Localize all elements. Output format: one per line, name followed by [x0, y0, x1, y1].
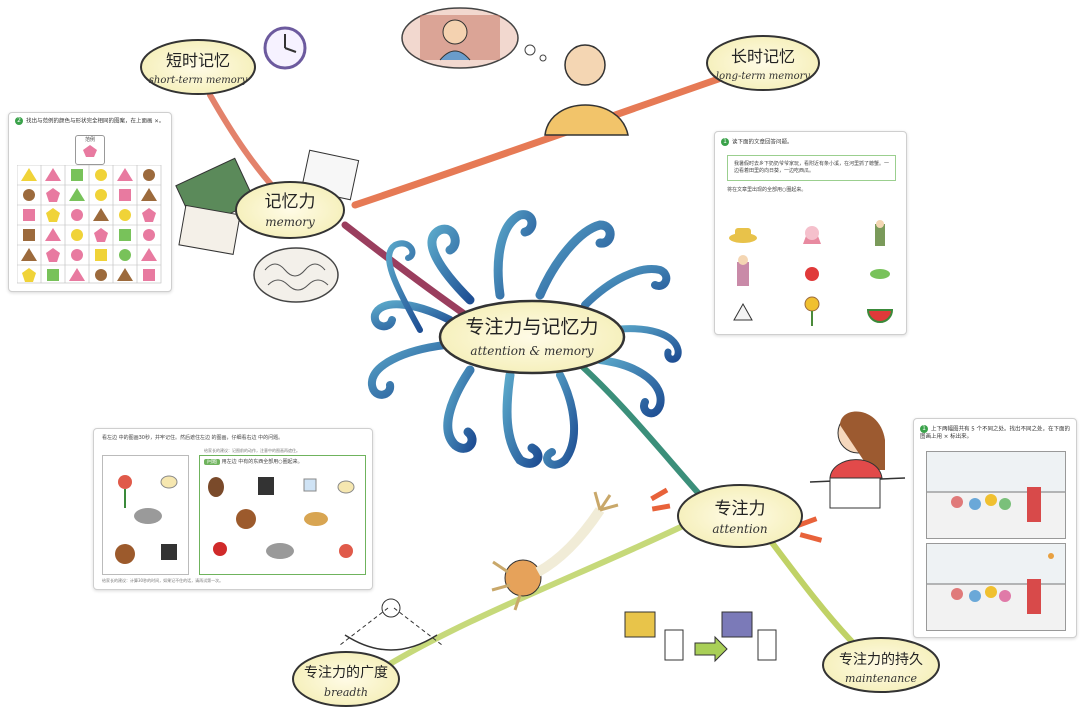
girl-writing-illustration [809, 411, 906, 509]
branch-attention [572, 357, 703, 498]
node-long-term[interactable]: 长时记忆 long-term memory [706, 35, 820, 91]
sunflower-icon [804, 296, 820, 312]
memory-note-bottom: 给家长的建议：计算30秒的时间，如果记不住的话，请再试第一次。 [102, 578, 224, 583]
watermelon-icon [866, 309, 894, 323]
eggs-icon [337, 480, 355, 494]
node-attention-zh: 专注力 [715, 499, 766, 519]
node-attention-en: attention [712, 522, 767, 536]
node-attention[interactable]: 专注力 attention [677, 484, 803, 548]
node-center-en: attention & memory [470, 344, 593, 358]
clock-icon [263, 26, 307, 70]
card-difference-worksheet: 1 上下两幅图共有 5 个不同之处。找出不同之处，在下面的图画上用 × 标出来。 [913, 418, 1077, 638]
memory-instruction: 看左边 中的图画30秒，并牢记住。然后遮住左边 的图画，仔细看右边 中的问题。 [102, 435, 284, 441]
example-label: 范例 [84, 137, 95, 143]
branch-breadth [377, 522, 688, 673]
egg-icon [160, 475, 178, 489]
elderly-man-illustration [544, 44, 629, 136]
node-breadth-en: breadth [324, 686, 368, 699]
ice-icon [303, 478, 317, 492]
card-shapes-instruction: 找出与范例的颜色与形状完全相同的图案，在上面画 ×。 [26, 118, 165, 125]
pentagon-icon [83, 145, 97, 157]
memory-left-panel [102, 455, 189, 575]
piano-icon [161, 544, 177, 560]
reading-passage: 我暑假时去乡下奶奶爷爷家玩，看附近有条小溪，在河里抓了螃蟹。一边看着田里的向日葵… [727, 154, 896, 181]
card-memory-worksheet: 看左边 中的图画30秒，并牢记住。然后遮住左边 的图画，仔细看右边 中的问题。 … [93, 428, 373, 590]
node-short-term-en: short-term memory [149, 75, 248, 86]
card-diff-number: 1 [920, 425, 928, 433]
frog-icon [870, 269, 890, 279]
old-man-icon [875, 224, 885, 246]
node-breadth-zh: 专注力的广度 [304, 665, 388, 681]
memory-note-top: 给家长的建议：记图前的动作，注意中的图画再遮住。 [204, 448, 300, 453]
card-shapes-worksheet: 2 找出与范例的颜色与形状完全相同的图案，在上面画 ×。 范例 [8, 112, 172, 292]
branch-memory-center [341, 221, 474, 322]
attention-rays [650, 487, 823, 543]
node-maintenance-zh: 专注力的持久 [839, 652, 923, 668]
node-short-term[interactable]: 短时记忆 short-term memory [140, 39, 256, 95]
node-long-term-zh: 长时记忆 [731, 47, 795, 66]
node-center-zh: 专注力与记忆力 [465, 316, 598, 338]
difference-scene-top [927, 487, 1065, 538]
memory-right-pictures [208, 477, 355, 559]
branch-maintenance [767, 537, 863, 653]
difference-scene-bottom [927, 553, 1065, 630]
face-icon [339, 598, 443, 651]
node-short-term-zh: 短时记忆 [166, 51, 230, 70]
memory-right-panel: 问题 用左边 中有的东西全部用○圈起来。 [199, 455, 366, 575]
swirl-decoration [368, 210, 682, 469]
pinecone-icon [208, 477, 224, 497]
card-shapes-number: 2 [15, 117, 23, 125]
node-memory-en: memory [265, 215, 315, 229]
node-center[interactable]: 专注力与记忆力 attention & memory [438, 299, 626, 375]
bear-icon [134, 508, 162, 524]
flower-icon-right [339, 544, 353, 558]
bear-icon-right [266, 543, 294, 559]
glove-icon-right [236, 509, 256, 529]
shape-grid [17, 165, 162, 284]
node-maintenance-en: maintenance [845, 672, 917, 685]
example-box: 范例 [75, 135, 105, 165]
difference-picture-bottom [926, 543, 1066, 631]
reading-picture-grid [729, 220, 894, 326]
card-reading-worksheet: 1 读下面的文章回答问题。 我暑假时去乡下奶奶爷爷家玩，看附近有条小溪，在河里抓了… [714, 131, 907, 335]
node-long-term-en: long-term memory [716, 71, 811, 82]
difference-picture-top [926, 451, 1066, 539]
branches [207, 71, 863, 673]
flower-icon [118, 475, 132, 489]
memory-question-row: 问题 用左边 中有的东西全部用○圈起来。 [200, 456, 365, 469]
camel-icon [304, 512, 328, 526]
branch-long-term [351, 71, 734, 209]
old-woman-icon [737, 262, 749, 286]
card-diff-instruction: 上下两幅图共有 5 个不同之处。找出不同之处，在下面的图画上用 × 标出来。 [920, 426, 1070, 440]
card-shapes-instruction-row: 2 找出与范例的颜色与形状完全相同的图案，在上面画 ×。 [9, 113, 171, 126]
memory-left-pictures [115, 475, 178, 564]
thought-bubble-illustration [401, 7, 547, 69]
node-breadth[interactable]: 专注力的广度 breadth [292, 651, 400, 707]
piano-icon-right [258, 477, 274, 495]
node-memory-zh: 记忆力 [265, 192, 316, 212]
card-diff-instruction-row: 1 上下两幅图共有 5 个不同之处。找出不同之处，在下面的图画上用 × 标出来。 [914, 419, 1076, 441]
neuron-illustration [491, 491, 619, 611]
rice-ball-icon [733, 302, 753, 321]
reading-question: 将在文章里出现的全部用○圈起来。 [727, 186, 807, 193]
node-memory[interactable]: 记忆力 memory [235, 181, 345, 239]
card-reading-instruction-row: 1 读下面的文章回答问题。 [715, 132, 906, 147]
painter-illustration [624, 611, 777, 663]
glove-icon [115, 544, 135, 564]
card-reading-number: 1 [721, 138, 729, 146]
brain-icon [253, 247, 339, 303]
crab-icon [805, 267, 819, 281]
rose-icon [213, 542, 227, 556]
node-maintenance[interactable]: 专注力的持久 maintenance [822, 637, 940, 693]
memory-question: 用左边 中有的东西全部用○圈起来。 [221, 459, 303, 465]
memory-question-tag: 问题 [204, 459, 221, 465]
card-reading-instruction: 读下面的文章回答问题。 [732, 139, 793, 146]
